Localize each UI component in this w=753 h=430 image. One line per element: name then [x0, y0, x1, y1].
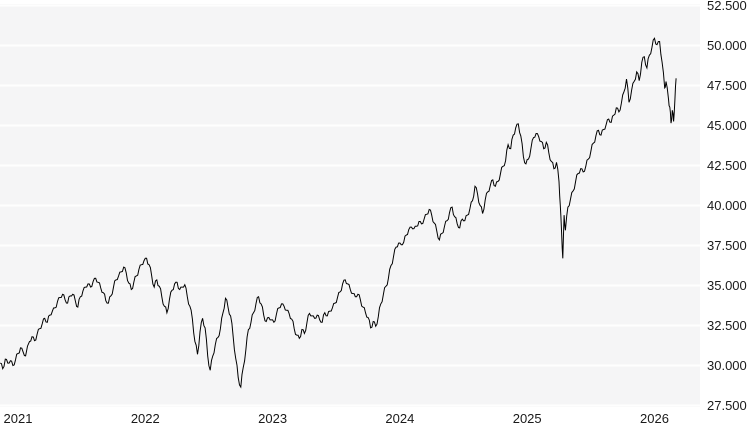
y-axis-label: 50.000 [707, 37, 747, 53]
gridline [0, 204, 700, 207]
x-axis-label: 2024 [385, 411, 415, 426]
y-axis-label: 37.500 [707, 237, 747, 253]
y-axis-label: 32.500 [707, 317, 747, 333]
gridline [0, 244, 700, 247]
y-axis-label: 40.000 [707, 197, 747, 213]
y-axis-label: 30.000 [707, 357, 747, 373]
price-line [0, 37, 677, 389]
x-axis-label: 2022 [130, 411, 160, 426]
gridline [0, 44, 700, 47]
gridline [0, 324, 700, 327]
gridline [0, 84, 700, 87]
y-axis-label: 42.500 [707, 157, 747, 173]
gridline [0, 124, 700, 127]
x-axis-label: 2025 [512, 411, 542, 426]
gridline [0, 284, 700, 287]
y-axis-label: 45.000 [707, 117, 747, 133]
gridline [0, 4, 700, 7]
y-axis-label: 27.500 [707, 397, 747, 413]
x-axis-label: 2021 [3, 411, 33, 426]
y-axis-label: 47.500 [707, 77, 747, 93]
gridline [0, 404, 700, 407]
y-axis-label: 35.000 [707, 277, 747, 293]
gridline [0, 364, 700, 367]
x-axis-label: 2023 [258, 411, 288, 426]
x-axis-label: 2026 [640, 411, 669, 426]
gridline [0, 164, 700, 167]
y-axis-label: 52.500 [707, 0, 747, 13]
